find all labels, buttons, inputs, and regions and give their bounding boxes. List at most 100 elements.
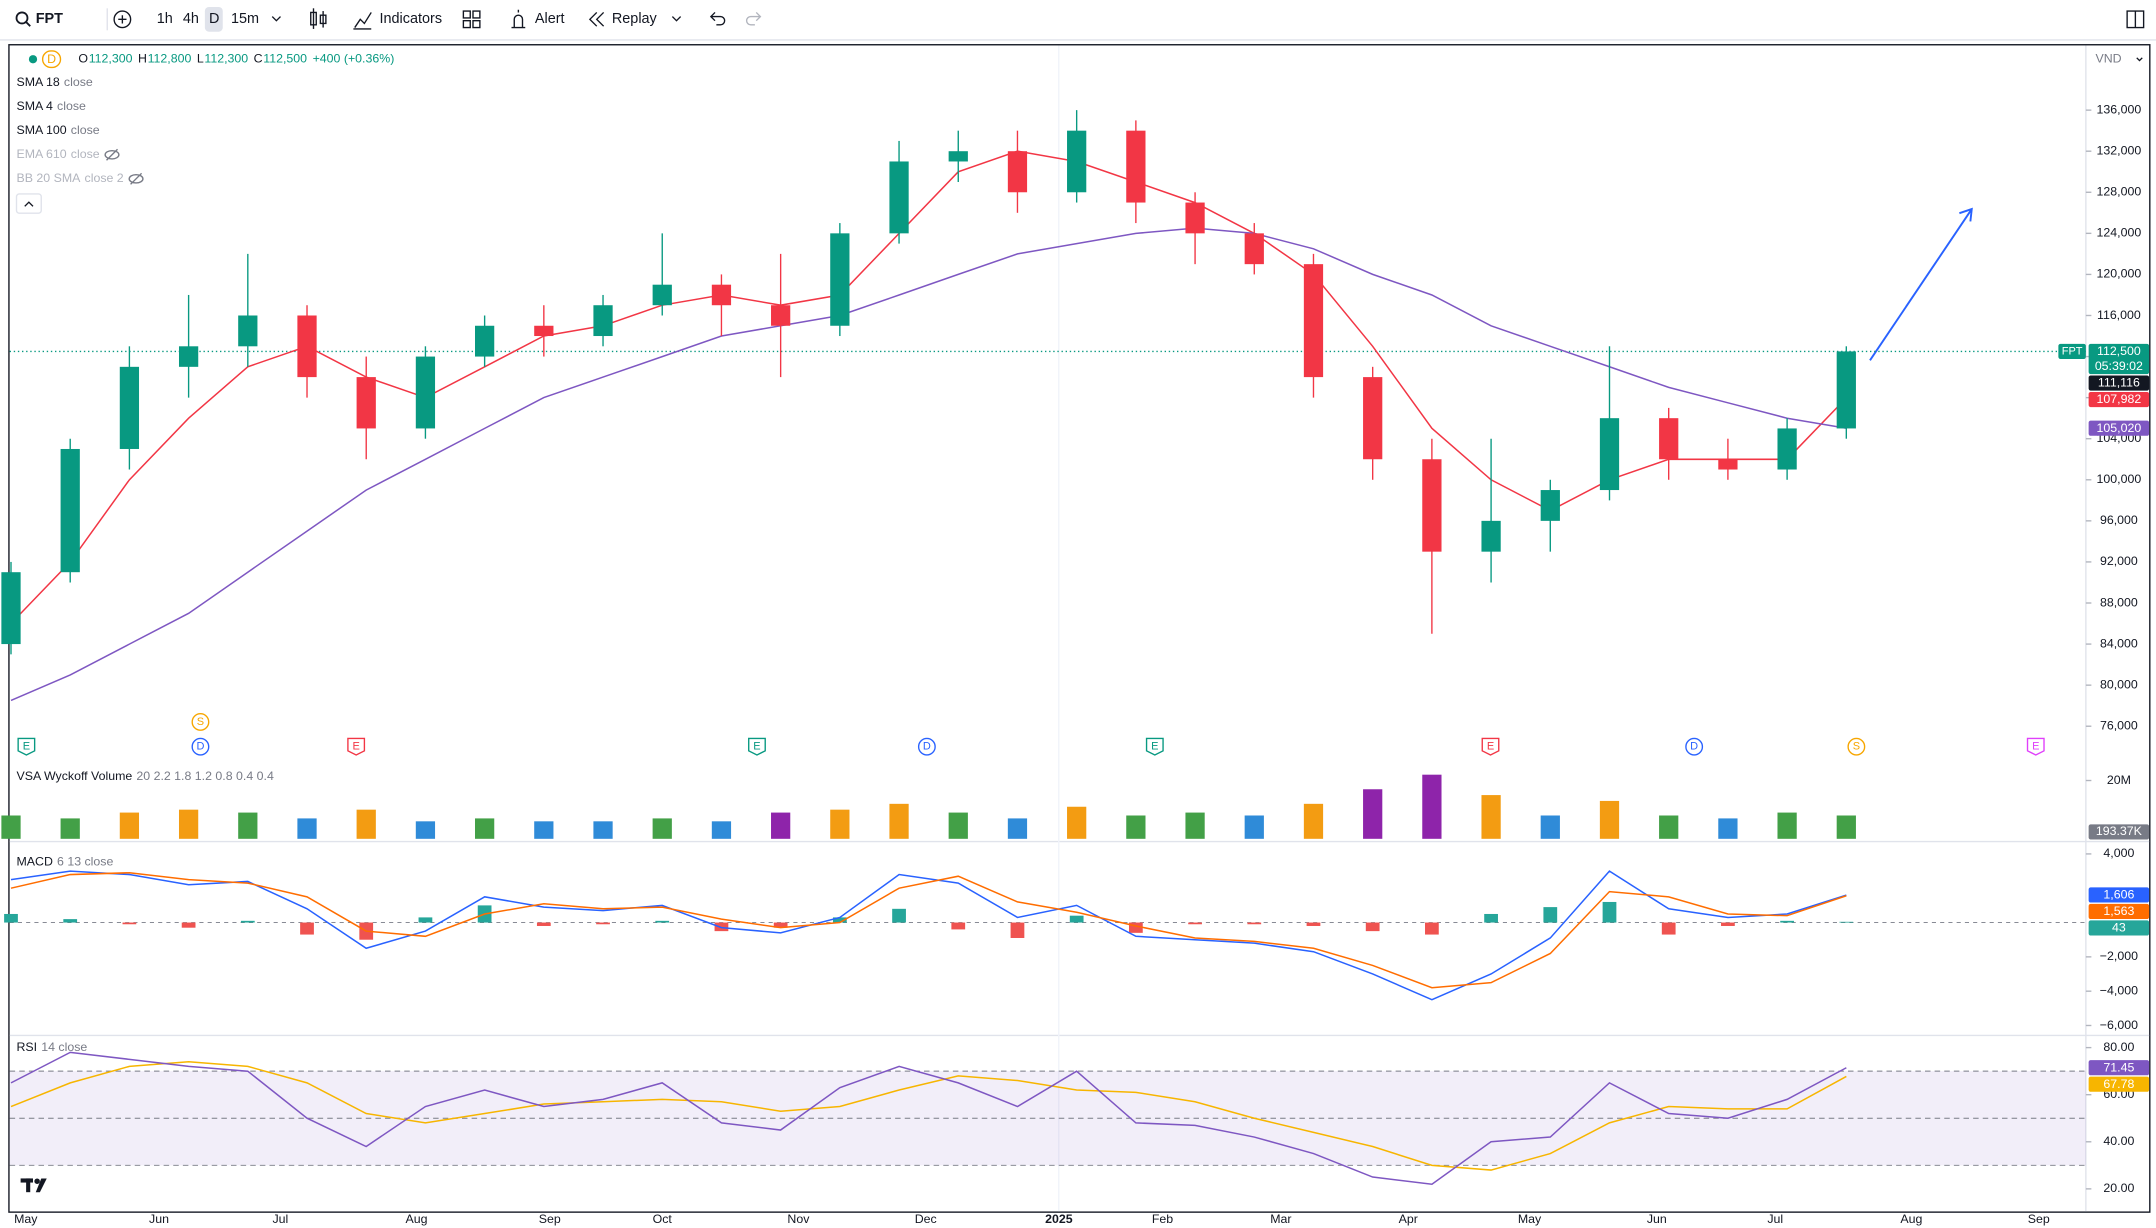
volume-badge-label: 193.37K [2096, 824, 2143, 838]
indicators-button[interactable]: Indicators [380, 11, 443, 27]
price-badge-label: 1,606 [2103, 888, 2134, 902]
x-tick-label: Aug [1900, 1212, 1922, 1226]
x-tick-label: Jun [149, 1212, 169, 1226]
symbol-tag-bg [2058, 343, 2086, 359]
undo[interactable] [709, 11, 726, 26]
symbol[interactable]: FPT [36, 11, 63, 27]
volume-bar [771, 812, 791, 839]
legend-text: close [71, 123, 100, 137]
interval[interactable]: 4h [183, 11, 199, 27]
trend-arrow [1869, 207, 1973, 361]
redo[interactable] [745, 11, 762, 26]
macd-line [10, 870, 1847, 1001]
y-tick-label: 92,000 [2100, 554, 2138, 568]
macd-histogram [1247, 922, 1262, 925]
alert-button[interactable]: Alert [535, 11, 565, 27]
candle-body [1599, 418, 1620, 491]
replay-button[interactable]: Replay [612, 11, 658, 27]
volume-bar [238, 812, 258, 839]
legend-text: close 2 [85, 171, 124, 185]
candle-body [1067, 130, 1087, 193]
volume-bar [1540, 815, 1560, 839]
chevron[interactable] [671, 16, 682, 22]
x-tick-label: Mar [1270, 1212, 1291, 1226]
x-tick-label: Sep [539, 1212, 561, 1226]
event-label: E [23, 741, 30, 753]
search-icon[interactable] [15, 11, 29, 25]
price-badge [2088, 391, 2150, 408]
rsi-ma-line [10, 1060, 1847, 1171]
legend-text: C [254, 51, 263, 65]
y-tick-label: 88,000 [2100, 595, 2138, 609]
chevron[interactable] [271, 16, 281, 22]
interval[interactable]: 1h [157, 11, 173, 27]
countdown: 05:39:02 [2095, 359, 2143, 373]
event-marker [748, 737, 766, 756]
y-tick-label: 132,000 [2097, 143, 2142, 157]
templates-icon[interactable] [462, 10, 481, 29]
macd-histogram [1484, 913, 1498, 923]
event-label: E [1151, 741, 1158, 753]
macd-histogram [536, 922, 551, 926]
x-tick-label: Oct [653, 1212, 673, 1226]
interval-active[interactable]: D [209, 11, 219, 27]
event-label: E [1487, 741, 1494, 753]
moving-average [10, 227, 1847, 702]
price-badge [2088, 343, 2150, 375]
legend-text: 20 2.2 1.8 1.2 0.8 0.4 0.4 [136, 769, 274, 783]
y-tick-label: 84,000 [2100, 636, 2138, 650]
candle-body [771, 305, 791, 326]
price-badge-label: 43 [2112, 921, 2126, 935]
legend-text: 112,500 [263, 51, 307, 65]
candle-body [119, 366, 140, 449]
legend-text: EMA 610 [17, 147, 67, 161]
chart-frame [8, 44, 2151, 1213]
volume-bar [60, 818, 80, 839]
hidden-eye [128, 174, 144, 184]
candle-body [830, 233, 850, 326]
price-badge-label: 1,563 [2103, 904, 2134, 918]
interval[interactable]: 15m [231, 11, 259, 27]
macd-histogram [300, 922, 314, 935]
volume-bar [593, 821, 613, 839]
macd-histogram [63, 919, 78, 923]
event-label: E [352, 741, 359, 753]
candle-body [1481, 520, 1501, 552]
x-tick-label: Feb [1152, 1212, 1173, 1226]
legend-text: close [71, 147, 100, 161]
legend-text: 112,800 [148, 51, 192, 65]
macd-histogram [1128, 922, 1143, 933]
legend-text: H [138, 51, 147, 65]
legend-text: MACD [17, 854, 53, 868]
candle-body [948, 151, 968, 162]
collapse-legend[interactable] [15, 193, 42, 214]
candle-body [415, 356, 436, 429]
macd-histogram [951, 922, 966, 930]
event-marker [2026, 737, 2045, 756]
currency[interactable]: VND [2096, 51, 2122, 65]
y-tick-label: 80,000 [2100, 677, 2138, 691]
indicators-icon [353, 12, 372, 30]
rsi-band-fill [9, 1071, 2086, 1166]
macd-histogram [1010, 922, 1025, 938]
volume-bar [948, 812, 968, 839]
volume-bar [1659, 815, 1679, 839]
y-tick-label: 136,000 [2097, 102, 2142, 116]
volume-bar [356, 809, 376, 839]
hidden-eye [104, 149, 120, 160]
volume-bar [1481, 795, 1501, 839]
legend-interval: D [47, 52, 56, 66]
x-tick-label: Jun [1647, 1212, 1667, 1226]
candle-body [1540, 490, 1560, 521]
replay-icon [588, 11, 605, 27]
interval-active-bg [204, 6, 223, 32]
candle-body [356, 377, 376, 429]
add-symbol[interactable] [113, 10, 132, 29]
price-badge [2088, 1060, 2150, 1076]
volume-bar [119, 812, 140, 839]
macd-histogram [1721, 922, 1735, 926]
chart-type-icon[interactable] [310, 8, 327, 29]
candle-body [238, 315, 258, 347]
candle-body [1659, 418, 1679, 460]
